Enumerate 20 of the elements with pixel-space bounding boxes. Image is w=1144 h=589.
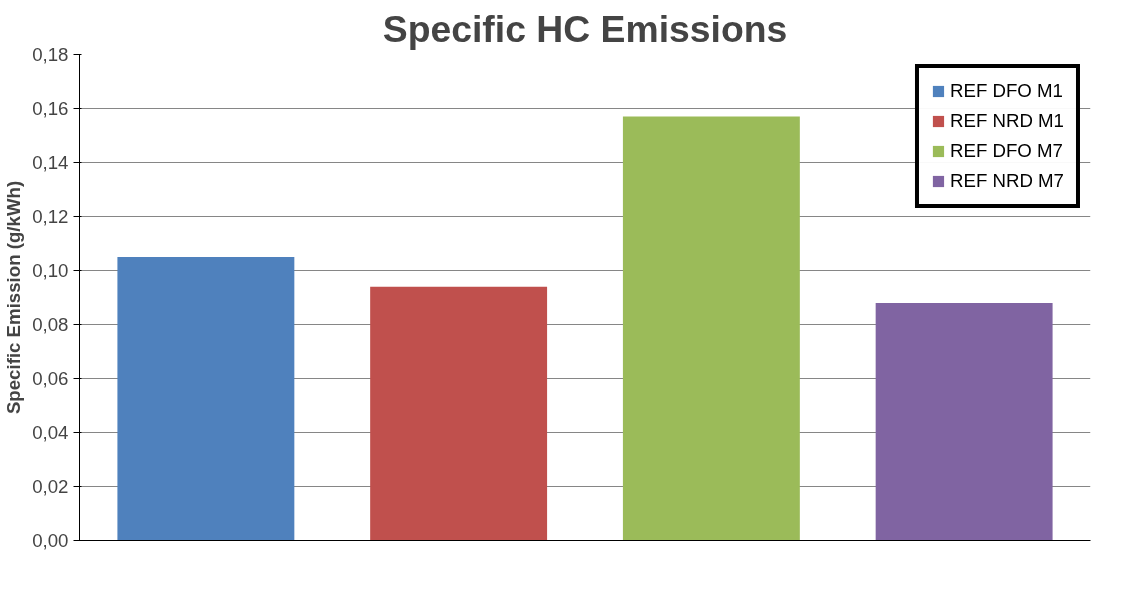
y-tick-label: 0,04 [32,422,69,443]
y-axis-title: Specific Emission (g/kWh) [3,180,25,415]
y-tick-label: 0,08 [32,314,69,335]
bar [875,302,1053,541]
y-tick-label: 0,00 [32,530,69,551]
bar [117,257,295,541]
legend-label: REF DFO M1 [949,80,1063,102]
y-tick-label: 0,16 [32,98,69,119]
y-tick-label: 0,02 [32,476,69,497]
bar [370,286,548,541]
y-tick-label: 0,12 [32,206,69,227]
y-tick-label: 0,14 [32,152,69,173]
chart-title: Specific HC Emissions [382,7,788,50]
legend-label: REF NRD M7 [949,170,1064,192]
legend-label: REF DFO M7 [949,140,1063,162]
legend-label: REF NRD M1 [949,110,1064,132]
y-tick-label: 0,10 [32,260,69,281]
bar [622,116,800,541]
y-tick-label: 0,06 [32,368,69,389]
y-tick-label: 0,18 [32,44,69,65]
